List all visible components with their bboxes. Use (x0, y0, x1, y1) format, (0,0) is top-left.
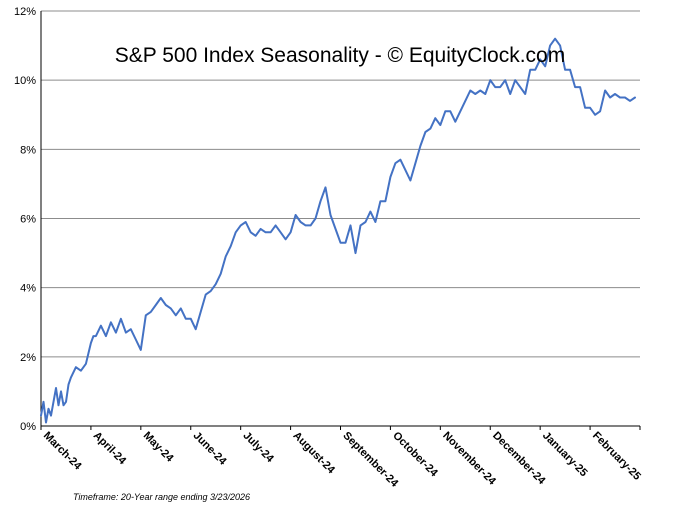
y-tick-label: 0% (20, 421, 36, 433)
y-tick-label: 8% (20, 144, 36, 156)
gridlines (41, 10, 640, 358)
y-tick-label: 4% (20, 283, 36, 295)
y-tick-label: 10% (14, 75, 36, 87)
y-tick-labels: 0% 2% 4% 6% 8% 10% 12% (14, 6, 36, 433)
chart-title: S&P 500 Index Seasonality - © EquityCloc… (115, 44, 565, 67)
y-tick-label: 2% (20, 352, 36, 364)
y-tick-label: 6% (20, 214, 36, 226)
series-line (40, 37, 636, 424)
series-lines (40, 37, 636, 424)
y-tick-label: 12% (14, 6, 36, 18)
timeframe-note: Timeframe: 20-Year range ending 3/23/202… (73, 492, 250, 502)
